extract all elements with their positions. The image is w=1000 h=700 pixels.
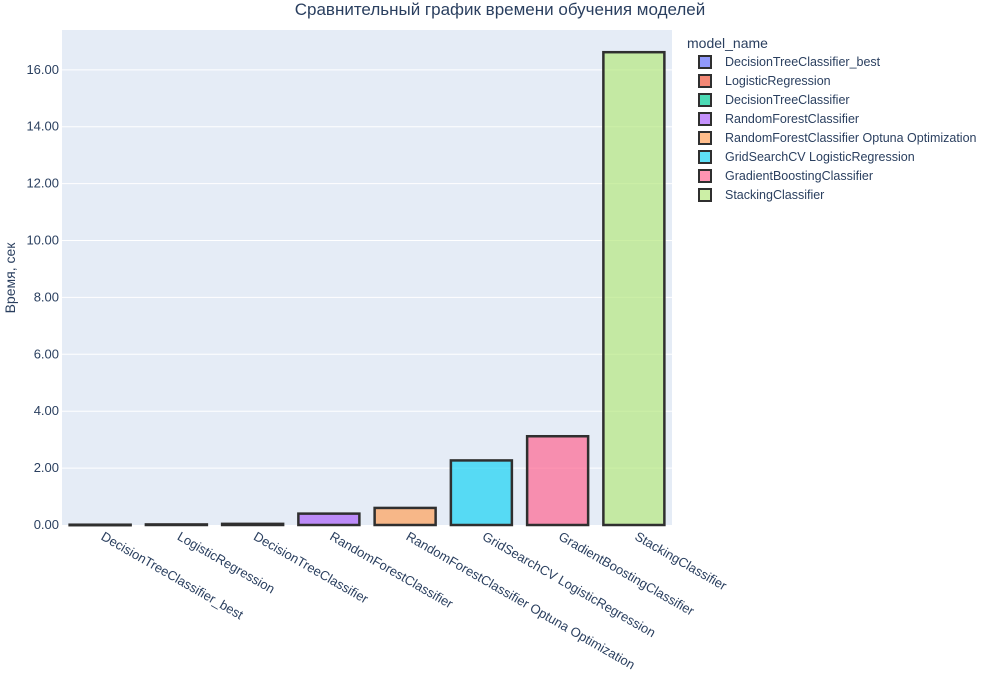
bar[interactable] — [297, 512, 361, 527]
bar[interactable] — [602, 50, 666, 527]
chart-title: Сравнительный график времени обучения мо… — [295, 0, 706, 19]
legend-item[interactable]: RandomForestClassifier — [698, 112, 859, 126]
bar[interactable] — [373, 506, 437, 527]
legend-swatch — [698, 150, 712, 164]
legend-label: LogisticRegression — [725, 74, 831, 88]
y-tick-label: 8.00 — [34, 289, 59, 304]
gridlines — [62, 69, 672, 469]
legend-title: model_name — [687, 35, 768, 51]
x-axis-ticks: DecisionTreeClassifier_bestLogisticRegre… — [99, 529, 730, 673]
y-tick-label: 14.00 — [26, 119, 59, 134]
legend-label: RandomForestClassifier — [725, 112, 859, 126]
legend-label: GridSearchCV LogisticRegression — [725, 150, 915, 164]
legend-item[interactable]: StackingClassifier — [698, 188, 824, 202]
bar[interactable] — [449, 459, 514, 527]
x-tick-label: DecisionTreeClassifier_best — [99, 529, 247, 623]
bar[interactable] — [220, 522, 285, 527]
x-tick-label: GradientBoostingClassifier — [556, 529, 697, 619]
legend[interactable]: model_name DecisionTreeClassifier_best Lo… — [687, 35, 977, 202]
legend-label: StackingClassifier — [725, 188, 824, 202]
legend-item[interactable]: GridSearchCV LogisticRegression — [698, 150, 915, 164]
legend-item[interactable]: DecisionTreeClassifier — [698, 93, 850, 107]
legend-swatch — [698, 93, 712, 107]
legend-swatch — [698, 112, 712, 126]
y-axis-ticks: 0.00 2.00 4.00 6.00 8.00 10.00 12.00 14.00 16.00 — [26, 62, 59, 532]
legend-item[interactable]: GradientBoostingClassifier — [698, 169, 873, 183]
y-tick-label: 0.00 — [34, 517, 59, 532]
bar[interactable] — [144, 523, 209, 527]
y-tick-label: 2.00 — [34, 460, 59, 475]
bar[interactable] — [525, 434, 590, 527]
legend-item[interactable]: LogisticRegression — [698, 74, 831, 88]
legend-label: GradientBoostingClassifier — [725, 169, 873, 183]
bar[interactable] — [68, 523, 132, 527]
legend-label: DecisionTreeClassifier_best — [725, 55, 881, 69]
legend-label: RandomForestClassifier Optuna Optimizati… — [725, 131, 977, 145]
y-tick-label: 10.00 — [26, 233, 59, 248]
legend-swatch — [698, 169, 712, 183]
legend-swatch — [698, 188, 712, 202]
y-tick-label: 12.00 — [26, 176, 59, 191]
y-axis-title: Время, сек — [2, 242, 18, 314]
legend-swatch — [698, 55, 712, 69]
bars — [68, 50, 666, 527]
legend-swatch — [698, 131, 712, 145]
y-tick-label: 4.00 — [34, 403, 59, 418]
x-tick-label: RandomForestClassifier — [327, 529, 456, 612]
legend-swatch — [698, 74, 712, 88]
y-tick-label: 16.00 — [26, 62, 59, 77]
legend-item[interactable]: DecisionTreeClassifier_best — [698, 55, 881, 69]
y-tick-label: 6.00 — [34, 346, 59, 361]
legend-label: DecisionTreeClassifier — [725, 93, 850, 107]
legend-item[interactable]: RandomForestClassifier Optuna Optimizati… — [698, 131, 977, 145]
